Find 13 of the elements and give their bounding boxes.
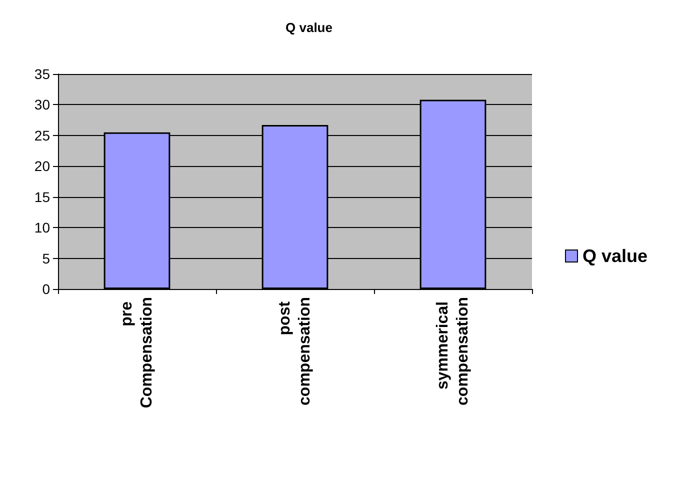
x-tick-label: symmerical compensation (434, 297, 472, 406)
x-tick-label: pre Compensation (118, 297, 156, 408)
y-tick-label: 0 (42, 281, 50, 297)
y-tick-label: 20 (34, 158, 50, 174)
y-tick-label: 15 (34, 188, 50, 205)
y-tick-label: 35 (34, 66, 50, 82)
y-tick-label: 5 (42, 250, 50, 266)
y-tick-label: 10 (34, 220, 50, 236)
y-tick-label: 30 (34, 96, 50, 113)
x-tick-label: post compensation (276, 297, 314, 406)
chart-title: Q value (286, 20, 332, 35)
legend-label: Q value (582, 246, 648, 266)
y-tick-label: 25 (34, 127, 50, 144)
